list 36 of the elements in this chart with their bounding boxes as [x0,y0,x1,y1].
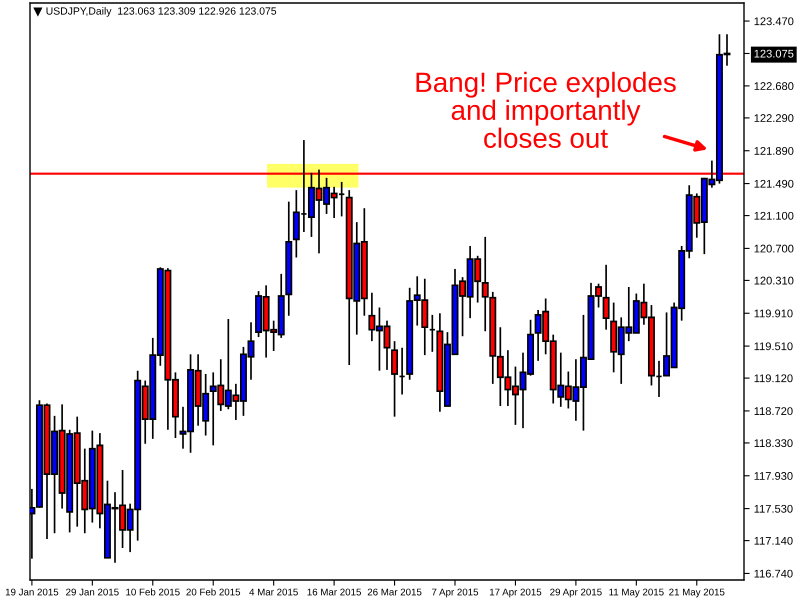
y-tick-label: 117.140 [754,536,793,545]
y-tick-label: 123.470 [754,17,794,26]
y-tick-label: 119.120 [754,374,793,382]
x-tick-label: 20 Feb 2015 [186,588,240,596]
x-tick-label: 29 Apr 2015 [550,588,602,598]
chart-title: USDJPY,Daily 123.063 123.309 122.926 123.075 [46,7,276,17]
x-tick-label: 26 Mar 2015 [368,588,422,596]
candlestick [602,264,610,330]
y-tick-label: 120.310 [754,276,794,285]
x-tick-label: 17 Apr 2015 [490,588,542,598]
y-tick-label: 117.530 [754,504,793,513]
x-tick-label: 21 May 2015 [669,588,724,598]
y-tick-label: 118.720 [754,407,793,416]
x-tick-label: 19 Jan 2015 [6,588,58,596]
y-tick-label: 122.680 [754,82,794,90]
x-tick-label: 10 Feb 2015 [126,588,180,596]
y-tick-label: 121.890 [754,147,794,155]
x-tick-label: 7 Apr 2015 [432,588,478,598]
y-tick-label: 117.930 [754,472,793,480]
candlestick [391,340,398,418]
x-tick-label: 4 Mar 2015 [249,588,298,596]
y-tick-label: 122.290 [754,114,794,122]
y-tick-label: 119.510 [754,342,793,350]
y-tick-label: 120.700 [754,244,794,253]
y-tick-label: 118.330 [754,439,793,448]
y-tick-label: 121.100 [754,212,794,220]
x-tick-label: 16 Mar 2015 [308,588,361,596]
y-tick-label: 116.740 [754,570,793,578]
annotation: Bang! Price explodes and importantly closes out [416,72,676,148]
x-tick-label: 11 May 2015 [609,588,664,598]
y-tick-label: 123.075 [754,50,794,58]
y-tick-label: 119.910 [754,310,793,318]
x-tick-label: 29 Jan 2015 [66,588,119,596]
y-tick-label: 121.490 [754,180,794,188]
candlestick [428,314,436,353]
candlestick [398,346,406,396]
